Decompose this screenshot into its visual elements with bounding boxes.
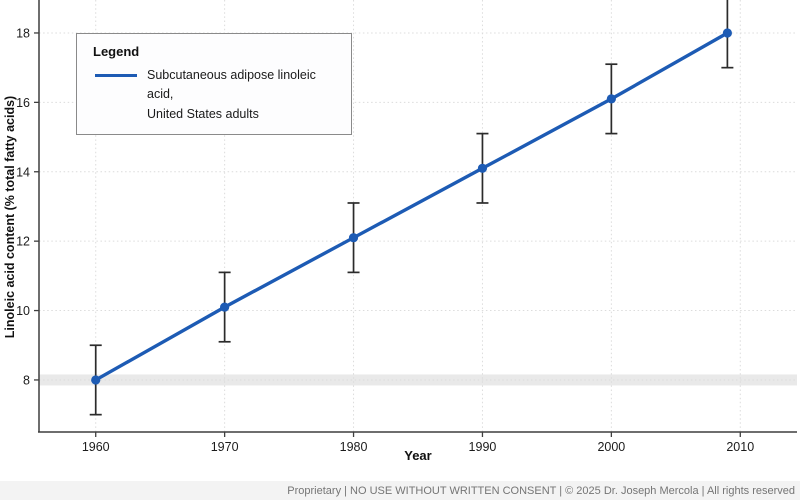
y-tick-label: 18 xyxy=(16,26,30,40)
data-point xyxy=(606,94,616,104)
legend-entry-label: Subcutaneous adipose linoleic acid, Unit… xyxy=(147,66,343,124)
legend-line-swatch xyxy=(95,74,137,77)
x-tick-label: 1960 xyxy=(82,440,110,454)
legend-entry: Subcutaneous adipose linoleic acid, Unit… xyxy=(93,66,343,124)
reference-band-layer xyxy=(39,374,797,386)
line-chart: 1960 1970 1980 1990 2000 2010 8 10 12 14 16 18 Year… xyxy=(3,0,797,463)
footer-strip: Proprietary | NO USE WITHOUT WRITTEN CON… xyxy=(0,481,800,500)
legend: Legend Subcutaneous adipose linoleic aci… xyxy=(76,33,352,136)
data-line xyxy=(94,31,730,382)
data-point xyxy=(348,233,359,243)
grid-layer xyxy=(39,0,797,432)
legend-entry-line2: United States adults xyxy=(147,106,259,121)
y-tick-label: 12 xyxy=(16,235,30,249)
y-tick-label: 14 xyxy=(16,165,30,179)
y-axis-label: Linoleic acid content (% total fatty aci… xyxy=(3,96,17,338)
footer-copyright-text: Proprietary | NO USE WITHOUT WRITTEN CON… xyxy=(287,484,795,497)
data-point xyxy=(722,28,732,38)
legend-entry-line1: Subcutaneous adipose linoleic acid, xyxy=(147,68,316,102)
data-point xyxy=(220,302,230,312)
tick-label-layer: 1960 1970 1980 1990 2000 2010 8 10 12 14 16 18 xyxy=(16,26,754,454)
y-tick-label: 16 xyxy=(16,96,30,110)
data-point xyxy=(477,163,488,173)
legend-title: Legend xyxy=(93,44,140,59)
y-tick-label: 10 xyxy=(16,304,30,318)
x-axis-label: Year xyxy=(404,448,431,463)
axes-layer xyxy=(34,0,797,437)
x-tick-label: 1970 xyxy=(211,440,239,454)
data-point xyxy=(91,375,101,385)
reference-band xyxy=(39,374,797,386)
y-tick-label: 8 xyxy=(23,373,30,387)
data-layer xyxy=(89,0,734,416)
x-tick-label: 1980 xyxy=(340,440,368,454)
x-tick-label: 2000 xyxy=(597,440,625,454)
x-tick-label: 2010 xyxy=(726,440,754,454)
x-tick-label: 1990 xyxy=(469,440,497,454)
